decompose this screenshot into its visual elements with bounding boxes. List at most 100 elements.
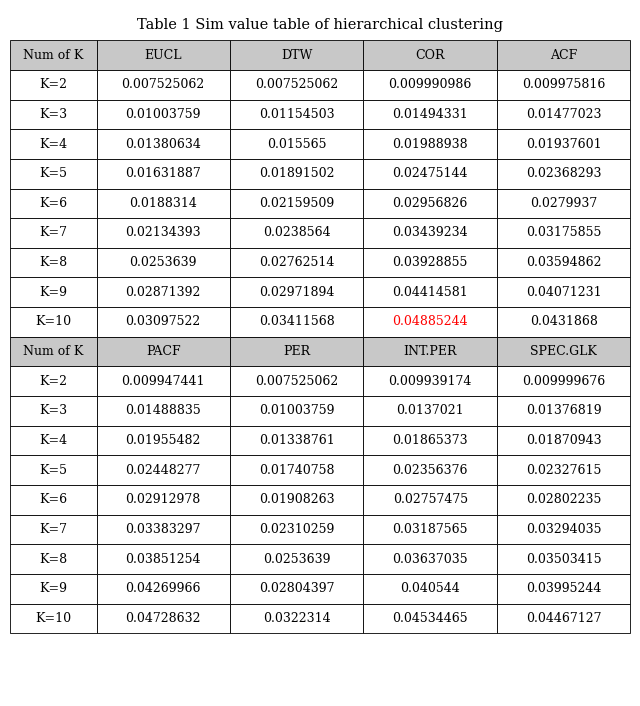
Bar (230, 574, 364, 604)
Text: 0.040544: 0.040544 (400, 582, 460, 595)
Text: 0.03187565: 0.03187565 (392, 523, 468, 536)
Text: 0.0431868: 0.0431868 (530, 316, 598, 328)
Bar (364, 366, 497, 396)
Text: K=3: K=3 (39, 405, 67, 417)
Bar (10, 40, 97, 70)
Bar (230, 544, 364, 574)
Text: K=8: K=8 (39, 256, 67, 269)
Text: 0.009975816: 0.009975816 (522, 78, 605, 91)
Text: K=3: K=3 (39, 108, 67, 121)
Bar (10, 248, 97, 277)
Text: 0.02327615: 0.02327615 (526, 464, 602, 477)
Text: 0.0137021: 0.0137021 (396, 405, 464, 417)
Bar (497, 366, 630, 396)
Text: 0.01870943: 0.01870943 (526, 434, 602, 447)
Bar (230, 426, 364, 455)
Bar (97, 129, 230, 159)
Text: 0.01338761: 0.01338761 (259, 434, 335, 447)
Text: 0.01908263: 0.01908263 (259, 493, 335, 506)
Text: 0.02356376: 0.02356376 (392, 464, 468, 477)
Bar (97, 248, 230, 277)
Bar (230, 307, 364, 337)
Text: 0.015565: 0.015565 (267, 138, 326, 150)
Text: 0.02802235: 0.02802235 (526, 493, 602, 506)
Bar (497, 604, 630, 633)
Text: 0.01003759: 0.01003759 (259, 405, 335, 417)
Bar (364, 70, 497, 100)
Text: 0.03503415: 0.03503415 (526, 553, 602, 566)
Text: 0.02368293: 0.02368293 (526, 167, 602, 180)
Bar (97, 485, 230, 515)
Text: 0.009939174: 0.009939174 (388, 375, 472, 388)
Text: 0.02159509: 0.02159509 (259, 197, 334, 210)
Bar (497, 129, 630, 159)
Text: 0.01376819: 0.01376819 (526, 405, 602, 417)
Text: 0.01488835: 0.01488835 (125, 405, 201, 417)
Text: 0.03851254: 0.03851254 (125, 553, 201, 566)
Bar (230, 455, 364, 485)
Text: 0.01937601: 0.01937601 (526, 138, 602, 150)
Text: INT.PER: INT.PER (403, 345, 457, 358)
Bar (230, 337, 364, 366)
Text: 0.03594862: 0.03594862 (526, 256, 602, 269)
Text: K=9: K=9 (39, 286, 67, 299)
Bar (497, 159, 630, 189)
Text: K=5: K=5 (39, 167, 67, 180)
Bar (497, 277, 630, 307)
Bar (10, 159, 97, 189)
Bar (230, 159, 364, 189)
Bar (97, 218, 230, 248)
Text: 0.04467127: 0.04467127 (526, 612, 602, 625)
Bar (230, 396, 364, 426)
Text: K=10: K=10 (35, 316, 71, 328)
Bar (497, 426, 630, 455)
Text: 0.02134393: 0.02134393 (125, 227, 201, 239)
Text: 0.009990986: 0.009990986 (388, 78, 472, 91)
Bar (10, 70, 97, 100)
Bar (97, 366, 230, 396)
Bar (364, 337, 497, 366)
Bar (364, 426, 497, 455)
Bar (364, 218, 497, 248)
Text: 0.01154503: 0.01154503 (259, 108, 335, 121)
Bar (364, 455, 497, 485)
Bar (10, 218, 97, 248)
Bar (364, 129, 497, 159)
Text: K=7: K=7 (39, 523, 67, 536)
Text: 0.007525062: 0.007525062 (122, 78, 205, 91)
Text: EUCL: EUCL (145, 49, 182, 61)
Text: 0.03411568: 0.03411568 (259, 316, 335, 328)
Text: 0.03637035: 0.03637035 (392, 553, 468, 566)
Text: 0.007525062: 0.007525062 (255, 375, 339, 388)
Bar (497, 544, 630, 574)
Text: 0.03439234: 0.03439234 (392, 227, 468, 239)
Bar (364, 485, 497, 515)
Text: Table 1 Sim value table of hierarchical clustering: Table 1 Sim value table of hierarchical … (137, 18, 503, 32)
Bar (497, 337, 630, 366)
Bar (10, 604, 97, 633)
Bar (497, 189, 630, 218)
Bar (10, 307, 97, 337)
Text: 0.02762514: 0.02762514 (259, 256, 335, 269)
Text: 0.0322314: 0.0322314 (263, 612, 330, 625)
Bar (97, 455, 230, 485)
Bar (497, 515, 630, 544)
Text: 0.02871392: 0.02871392 (125, 286, 201, 299)
Bar (230, 218, 364, 248)
Bar (10, 515, 97, 544)
Bar (10, 129, 97, 159)
Bar (230, 366, 364, 396)
Text: K=10: K=10 (35, 612, 71, 625)
Text: 0.01494331: 0.01494331 (392, 108, 468, 121)
Text: 0.02971894: 0.02971894 (259, 286, 335, 299)
Text: K=5: K=5 (39, 464, 67, 477)
Bar (97, 70, 230, 100)
Bar (97, 100, 230, 129)
Bar (10, 426, 97, 455)
Text: 0.01631887: 0.01631887 (125, 167, 201, 180)
Text: 0.04885244: 0.04885244 (392, 316, 468, 328)
Text: 0.009947441: 0.009947441 (122, 375, 205, 388)
Text: 0.03928855: 0.03928855 (392, 256, 468, 269)
Bar (97, 426, 230, 455)
Bar (230, 189, 364, 218)
